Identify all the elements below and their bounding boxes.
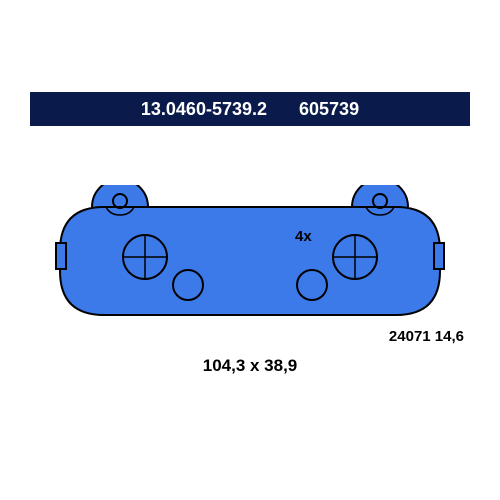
- header-bar: 13.0460-5739.2 605739: [30, 92, 470, 126]
- part-number-secondary: 605739: [299, 99, 359, 120]
- brake-pad-svg: [50, 185, 450, 325]
- reference-label: 24071 14,6: [389, 328, 464, 345]
- quantity-label: 4x: [295, 228, 312, 245]
- part-number-main: 13.0460-5739.2: [141, 99, 267, 120]
- brake-pad-diagram: [50, 185, 450, 325]
- dimensions-label: 104,3 x 38,9: [203, 356, 298, 376]
